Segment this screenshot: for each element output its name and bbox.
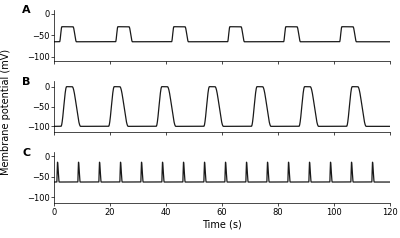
Text: A: A	[22, 5, 31, 15]
Text: C: C	[22, 148, 30, 158]
X-axis label: Time (s): Time (s)	[202, 219, 242, 229]
Text: Membrane potential (mV): Membrane potential (mV)	[1, 49, 11, 175]
Text: B: B	[22, 77, 30, 87]
